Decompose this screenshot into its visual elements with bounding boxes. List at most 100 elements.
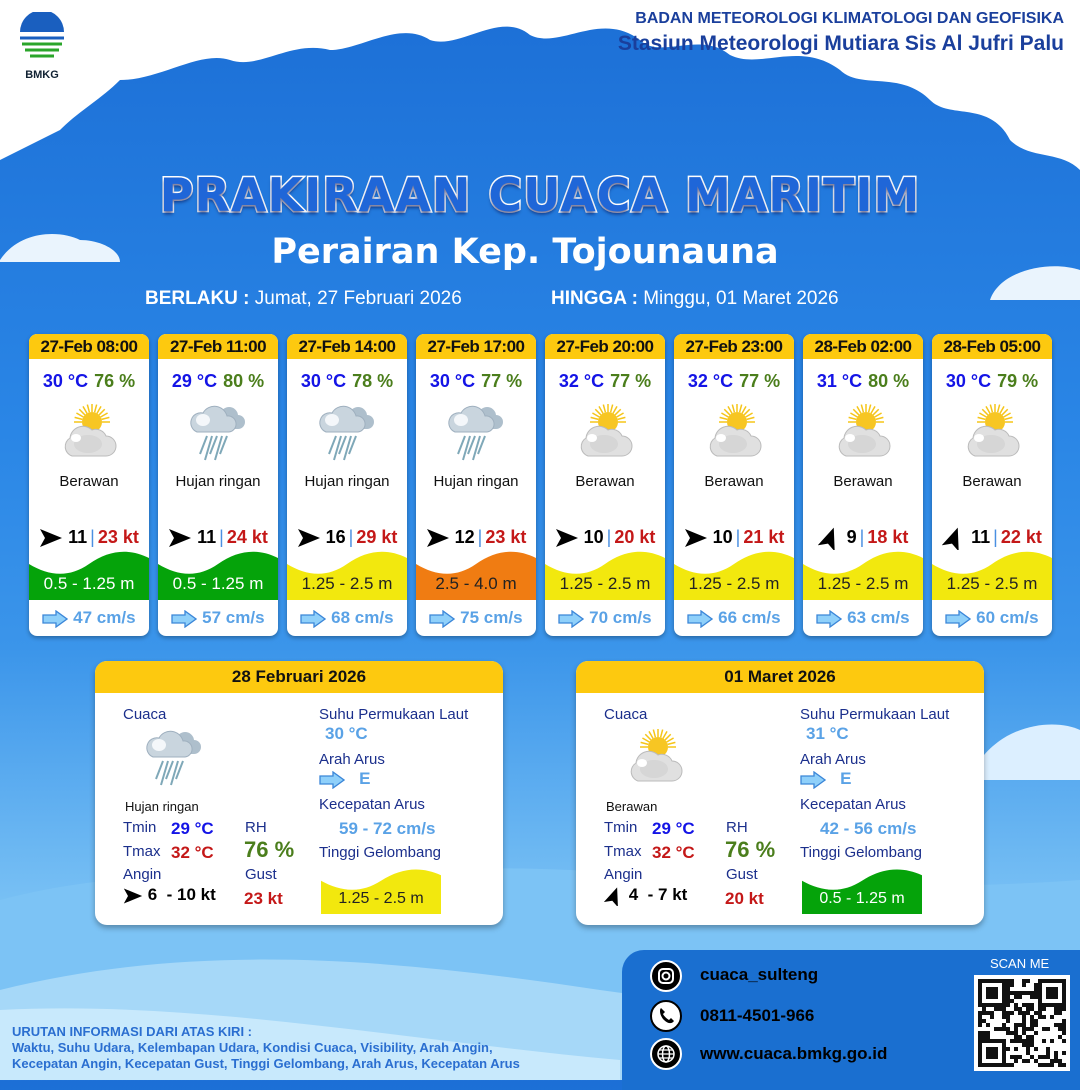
weather-condition: Hujan ringan — [175, 473, 261, 490]
rh-value: 76 % — [244, 837, 295, 862]
wind-speed: 9 — [846, 526, 857, 547]
separator: | — [859, 526, 865, 547]
phone-number[interactable]: 0811-4501-966 — [700, 1006, 815, 1025]
current-arrow-icon — [800, 770, 826, 789]
wave-height-value: 1.25 - 2.5 m — [301, 574, 393, 593]
current-info: 68 cm/s — [287, 608, 407, 628]
valid-from: BERLAKU : Jumat, 27 Februari 2026 — [145, 288, 462, 310]
current-info: 70 cm/s — [545, 608, 665, 628]
info-title: URUTAN INFORMASI DARI ATAS KIRI : — [12, 1024, 252, 1039]
wind-range-value: 6 - 10 kt — [147, 885, 216, 904]
organization-name: BADAN METEOROLOGI KLIMATOLOGI DAN GEOFIS… — [635, 10, 1064, 27]
current-direction-label: Arah Arus — [319, 751, 385, 768]
current-arrow-icon — [319, 770, 345, 789]
valid-from-date: Jumat, 27 Februari 2026 — [254, 288, 462, 309]
temperature: 30 °C — [42, 371, 89, 391]
wind-info: 9 | 18 kt — [803, 526, 923, 550]
current-direction: E — [319, 769, 371, 789]
wind-range-value: 4 - 7 kt — [628, 885, 688, 904]
summary-date: 01 Maret 2026 — [576, 661, 984, 693]
partly-cloudy-icon — [838, 404, 891, 457]
qr-code[interactable] — [974, 975, 1070, 1071]
temperature: 32 °C — [558, 371, 605, 391]
humidity: 79 % — [997, 371, 1039, 391]
current-direction: E — [800, 769, 852, 789]
valid-to-label: HINGGA : — [551, 288, 638, 309]
humidity: 78 % — [352, 371, 394, 391]
gust-speed: 29 kt — [356, 526, 398, 547]
weather-condition: Berawan — [704, 473, 764, 490]
website-link[interactable]: www.cuaca.bmkg.go.id — [700, 1044, 888, 1063]
weather-condition: Berawan — [606, 799, 658, 814]
summary-date: 28 Februari 2026 — [95, 661, 503, 693]
forecast-card: 27-Feb 14:00 30 °C 78 % Hujan ringan 16 | 2… — [287, 334, 407, 636]
instagram-icon — [650, 960, 682, 992]
wind-speed: 12 — [454, 526, 475, 547]
current-speed: 47 cm/s — [73, 608, 136, 627]
rh-label: RH — [245, 819, 267, 836]
wind-arrow-icon — [604, 886, 618, 906]
rain-icon — [146, 730, 201, 786]
organization-header: BADAN METEOROLOGI KLIMATOLOGI DAN GEOFIS… — [618, 10, 1064, 56]
weather-condition: Berawan — [59, 473, 119, 490]
gust-speed: 22 kt — [1000, 526, 1042, 547]
current-speed-label: Kecepatan Arus — [319, 796, 425, 813]
wave-height: 0.5 - 1.25 m — [802, 866, 922, 914]
wave-height-value: 2.5 - 4.0 m — [435, 574, 517, 593]
wave-height-value: 0.5 - 1.25 m — [172, 574, 264, 593]
info-line: Waktu, Suhu Udara, Kelembapan Udara, Kon… — [12, 1040, 493, 1055]
current-speed: 70 cm/s — [589, 608, 652, 627]
current-direction-value: E — [359, 769, 371, 788]
bmkg-logo-icon — [18, 10, 66, 61]
tmax-label: Tmax — [123, 843, 161, 860]
separator: | — [348, 526, 354, 547]
humidity: 76 % — [94, 371, 136, 391]
current-speed-value: 59 - 72 cm/s — [339, 819, 436, 838]
current-info: 63 cm/s — [803, 608, 923, 628]
wave-label: Tinggi Gelombang — [800, 844, 923, 861]
forecast-card: 27-Feb 20:00 32 °C 77 % Berawan 10 | 20 kt … — [545, 334, 665, 636]
forecast-card: 27-Feb 23:00 32 °C 77 % Berawan 10 | 21 kt … — [674, 334, 794, 636]
current-info: 47 cm/s — [29, 608, 149, 628]
daily-summary-panel: 28 Februari 2026 Cuaca Hujan ringan Tmin… — [95, 661, 503, 925]
tmin-label: Tmin — [604, 819, 638, 836]
wind-info: 12 | 23 kt — [416, 526, 536, 550]
current-info: 75 cm/s — [416, 608, 536, 628]
tmin-label: Tmin — [123, 819, 157, 836]
wave-shape — [321, 869, 441, 914]
forecast-time: 27-Feb 23:00 — [674, 334, 794, 359]
wind-label: Angin — [604, 866, 643, 883]
tmin-value: 29 °C — [171, 819, 214, 838]
separator: | — [219, 526, 224, 547]
valid-from-label: BERLAKU : — [145, 288, 250, 309]
wind-speed: 11 — [197, 526, 217, 547]
temperature: 31 °C — [816, 371, 863, 391]
contact-box: cuaca_sulteng 0811-4501-966 www.cuaca.bm… — [622, 950, 1080, 1090]
current-info: 60 cm/s — [932, 608, 1052, 628]
tmax-value: 32 °C — [652, 843, 695, 862]
scan-me-label: SCAN ME — [990, 956, 1050, 971]
forecast-card: 27-Feb 08:00 30 °C 76 % Berawan 11 | 23 kt … — [29, 334, 149, 636]
wave-shape — [674, 551, 794, 600]
forecast-card: 27-Feb 17:00 30 °C 77 % Hujan ringan 12 | 2… — [416, 334, 536, 636]
gust-speed: 18 kt — [867, 526, 909, 547]
wind-info: 10 | 20 kt — [545, 526, 665, 550]
sst-value: 30 °C — [325, 724, 368, 743]
separator: | — [90, 526, 95, 547]
rain-icon — [448, 405, 503, 461]
wave-height: 1.25 - 2.5 m — [545, 548, 665, 600]
wind-arrow-icon — [942, 527, 959, 550]
wave-height-value: 1.25 - 2.5 m — [338, 890, 424, 907]
forecast-time: 27-Feb 11:00 — [158, 334, 278, 359]
current-arrow-icon — [42, 609, 69, 628]
separator: | — [606, 526, 612, 547]
current-arrow-icon — [945, 609, 972, 628]
humidity: 80 % — [223, 371, 265, 391]
current-speed: 57 cm/s — [202, 608, 265, 627]
temperature: 30 °C — [300, 371, 347, 391]
instagram-handle[interactable]: cuaca_sulteng — [700, 965, 819, 984]
info-legend: URUTAN INFORMASI DARI ATAS KIRI : Waktu,… — [12, 1024, 520, 1072]
wave-shape — [158, 551, 278, 600]
current-arrow-icon — [300, 609, 327, 628]
wind-info: 11 | 22 kt — [932, 526, 1052, 550]
